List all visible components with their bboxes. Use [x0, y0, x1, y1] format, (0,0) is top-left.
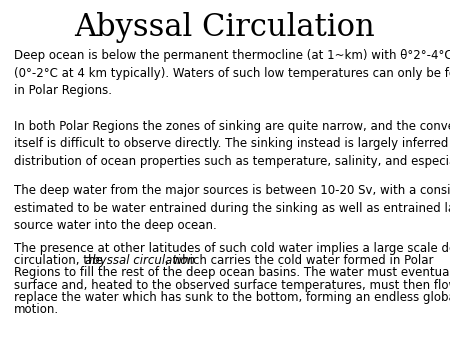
- Text: Abyssal Circulation: Abyssal Circulation: [75, 12, 375, 43]
- Text: , which carries the cold water formed in Polar: , which carries the cold water formed in…: [165, 254, 433, 267]
- Text: In both Polar Regions the zones of sinking are quite narrow, and the convective : In both Polar Regions the zones of sinki…: [14, 120, 450, 168]
- Text: Regions to fill the rest of the deep ocean basins. The water must eventually ris: Regions to fill the rest of the deep oce…: [14, 266, 450, 279]
- Text: Deep ocean is below the permanent thermocline (at 1~km) with θ°2°-4°C  below 2 k: Deep ocean is below the permanent thermo…: [14, 49, 450, 97]
- Text: The presence at other latitudes of such cold water implies a large scale deep: The presence at other latitudes of such …: [14, 242, 450, 255]
- Text: replace the water which has sunk to the bottom, forming an endless global cell o: replace the water which has sunk to the …: [14, 291, 450, 304]
- Text: abyssal circulation: abyssal circulation: [85, 254, 195, 267]
- Text: motion.: motion.: [14, 303, 58, 316]
- Text: The deep water from the major sources is between 10-20 Sv, with a considerable f: The deep water from the major sources is…: [14, 184, 450, 232]
- Text: circulation, the: circulation, the: [14, 254, 106, 267]
- Text: surface and, heated to the observed surface temperatures, must then flow polewar: surface and, heated to the observed surf…: [14, 279, 450, 292]
